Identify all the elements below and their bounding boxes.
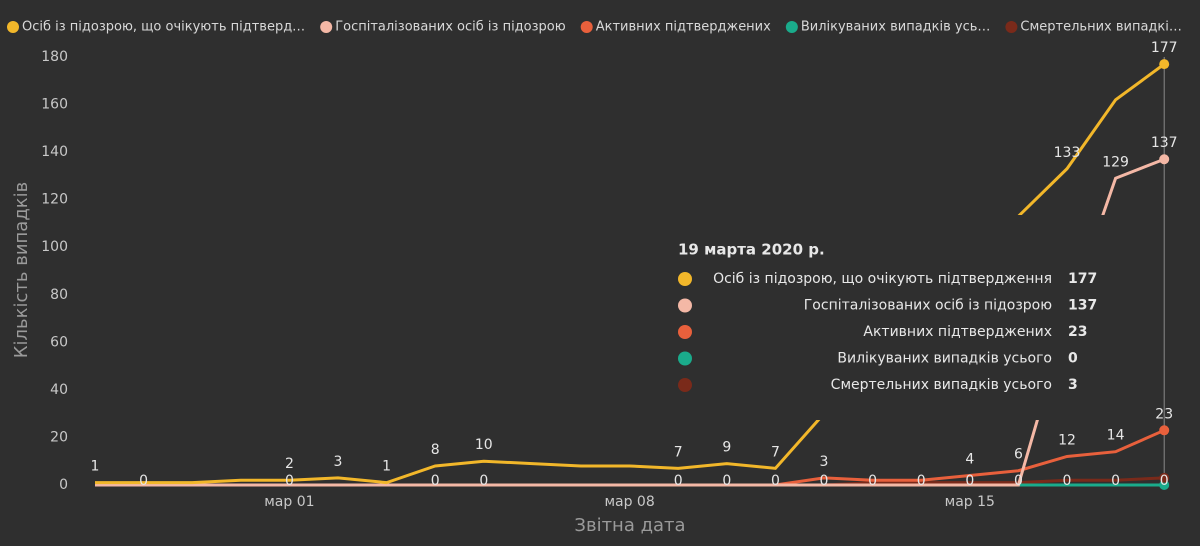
data-label: 129 [1102, 154, 1129, 170]
hover-point [1159, 472, 1170, 483]
data-label: 3 [334, 454, 343, 470]
tooltip-name: Смертельних випадків усього [831, 377, 1052, 393]
hover-point [1159, 425, 1170, 436]
y-tick-label: 120 [41, 192, 68, 208]
x-tick-label: мар 15 [945, 494, 995, 510]
data-label: 0 [1111, 473, 1120, 489]
y-tick-label: 40 [50, 382, 68, 398]
series-line [95, 428, 1165, 487]
data-label: 0 [965, 473, 974, 489]
data-label: 1 [91, 459, 100, 475]
y-tick-label: 160 [41, 97, 68, 113]
y-tick-label: 100 [41, 239, 68, 255]
data-label: 9 [722, 440, 731, 456]
legend-label: Вилікуваних випадків усь… [801, 20, 991, 35]
hover-point [1159, 154, 1170, 165]
data-label: 0 [285, 473, 294, 489]
tooltip-marker [678, 378, 692, 392]
legend-marker [785, 21, 798, 33]
data-label: 0 [771, 473, 780, 489]
legend-label: Активних підтверджених [596, 20, 771, 35]
data-label: 0 [674, 473, 683, 489]
data-label: 7 [771, 444, 780, 460]
data-label: 137 [1151, 135, 1178, 151]
y-tick-label: 180 [41, 49, 68, 65]
data-label: 177 [1151, 40, 1178, 56]
tooltip-value: 23 [1068, 324, 1087, 340]
tooltip-value: 177 [1068, 271, 1097, 287]
hover-point [1159, 480, 1170, 490]
legend-marker [320, 21, 333, 33]
data-label: 0 [722, 473, 731, 489]
y-axis-title: Кількість випадків [11, 182, 32, 359]
tooltip-value: 3 [1068, 377, 1078, 393]
data-label: 0 [431, 473, 440, 489]
data-label: 0 [820, 473, 829, 489]
tooltip-value: 137 [1068, 298, 1097, 314]
data-label: 0 [479, 473, 488, 489]
data-label: 12 [1058, 432, 1076, 448]
data-label: 4 [965, 451, 974, 467]
tooltip-title: 19 марта 2020 р. [678, 241, 825, 259]
legend-label: Госпіталізованих осіб із підозрою [335, 20, 566, 35]
data-label: 6 [1014, 447, 1023, 463]
data-label: 10 [475, 437, 493, 453]
data-label: 0 [1014, 473, 1023, 489]
legend-label: Смертельних випадкі… [1020, 20, 1181, 35]
legend-marker [7, 21, 19, 33]
data-label: 0 [139, 473, 148, 489]
y-tick-label: 140 [41, 144, 68, 160]
legend: Осіб із підозрою, що очікують підтверд… Г… [7, 20, 1182, 35]
legend-label: Осіб із підозрою, що очікують підтверд… [22, 20, 305, 35]
data-label: 3 [820, 454, 829, 470]
data-label: 23 [1155, 406, 1173, 422]
tooltip-marker [678, 325, 692, 339]
x-tick-label: мар 01 [264, 494, 314, 510]
data-label: 0 [1160, 473, 1169, 489]
x-tick-label: мар 08 [604, 494, 654, 510]
x-axis-title: Звітна дата [574, 515, 685, 536]
data-label: 8 [431, 442, 440, 458]
data-label: 14 [1107, 428, 1125, 444]
data-label: 2 [285, 456, 294, 472]
legend-marker [580, 21, 593, 33]
data-label: 133 [1054, 145, 1081, 161]
series-line [95, 157, 1165, 487]
data-label: 0 [1063, 473, 1072, 489]
legend-marker [1005, 21, 1018, 33]
y-tick-label: 80 [50, 287, 68, 303]
tooltip: 19 марта 2020 р. Осіб із підозрою, що очі… [678, 241, 1097, 393]
tooltip-marker [678, 272, 692, 286]
tooltip-box [665, 215, 1105, 420]
tooltip-name: Вилікуваних випадків усього [837, 351, 1052, 367]
data-label: 7 [674, 444, 683, 460]
tooltip-marker [678, 351, 692, 366]
data-label: 0 [868, 473, 877, 489]
tooltip-value: 0 [1068, 351, 1078, 367]
data-label: 0 [917, 473, 926, 489]
tooltip-name: Активних підтверджених [863, 324, 1052, 340]
tooltip-name: Осіб із підозрою, що очікують підтвердже… [713, 271, 1052, 287]
hover-point [1159, 59, 1170, 70]
y-tick-label: 60 [50, 334, 68, 350]
tooltip-name: Госпіталізованих осіб із підозрою [804, 298, 1052, 314]
y-tick-label: 20 [50, 429, 68, 445]
data-label: 1 [382, 459, 391, 475]
y-tick-label: 0 [59, 477, 68, 493]
tooltip-marker [678, 298, 692, 313]
